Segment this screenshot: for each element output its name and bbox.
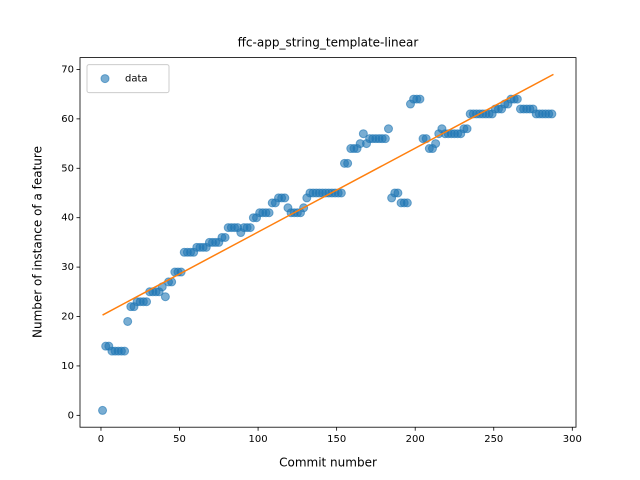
axes-frame xyxy=(79,57,577,428)
data-point xyxy=(142,297,152,307)
y-tick-label: 30 xyxy=(61,262,74,273)
data-point xyxy=(431,139,441,149)
data-point xyxy=(402,198,412,208)
data-point xyxy=(358,129,368,139)
legend-marker xyxy=(100,74,110,84)
y-tick-label: 60 xyxy=(61,114,74,125)
x-tick-label: 0 xyxy=(98,434,104,445)
x-tick-label: 300 xyxy=(563,434,582,445)
y-tick-label: 40 xyxy=(61,213,74,224)
data-point xyxy=(160,292,170,302)
x-tick-label: 250 xyxy=(484,434,503,445)
chart-title: ffc-app_string_template-linear xyxy=(238,36,419,50)
x-tick-label: 50 xyxy=(173,434,186,445)
data-point xyxy=(220,232,230,242)
data-point xyxy=(98,405,108,415)
y-tick-label: 10 xyxy=(61,361,74,372)
data-point xyxy=(415,94,425,104)
y-tick-label: 20 xyxy=(61,312,74,323)
fit-line xyxy=(102,73,554,316)
data-point xyxy=(280,193,290,203)
legend-label: data xyxy=(125,74,148,85)
legend-box xyxy=(86,64,170,94)
y-axis-label: Number of instance of a feature xyxy=(31,146,45,338)
y-tick-label: 70 xyxy=(61,64,74,75)
data-point xyxy=(512,94,522,104)
data-point xyxy=(336,188,346,198)
data-point xyxy=(380,134,390,144)
data-point xyxy=(462,124,472,134)
x-tick-label: 100 xyxy=(249,434,268,445)
x-tick-label: 200 xyxy=(406,434,425,445)
x-tick-label: 150 xyxy=(327,434,346,445)
data-point xyxy=(393,188,403,198)
data-point xyxy=(245,223,255,233)
y-tick-label: 0 xyxy=(68,410,74,421)
data-point xyxy=(547,109,557,119)
data-point xyxy=(123,316,133,326)
data-point xyxy=(343,158,353,168)
x-axis-label: Commit number xyxy=(279,456,377,470)
y-tick-label: 50 xyxy=(61,163,74,174)
data-point xyxy=(120,346,130,356)
data-point xyxy=(264,208,274,218)
data-point xyxy=(383,124,393,134)
